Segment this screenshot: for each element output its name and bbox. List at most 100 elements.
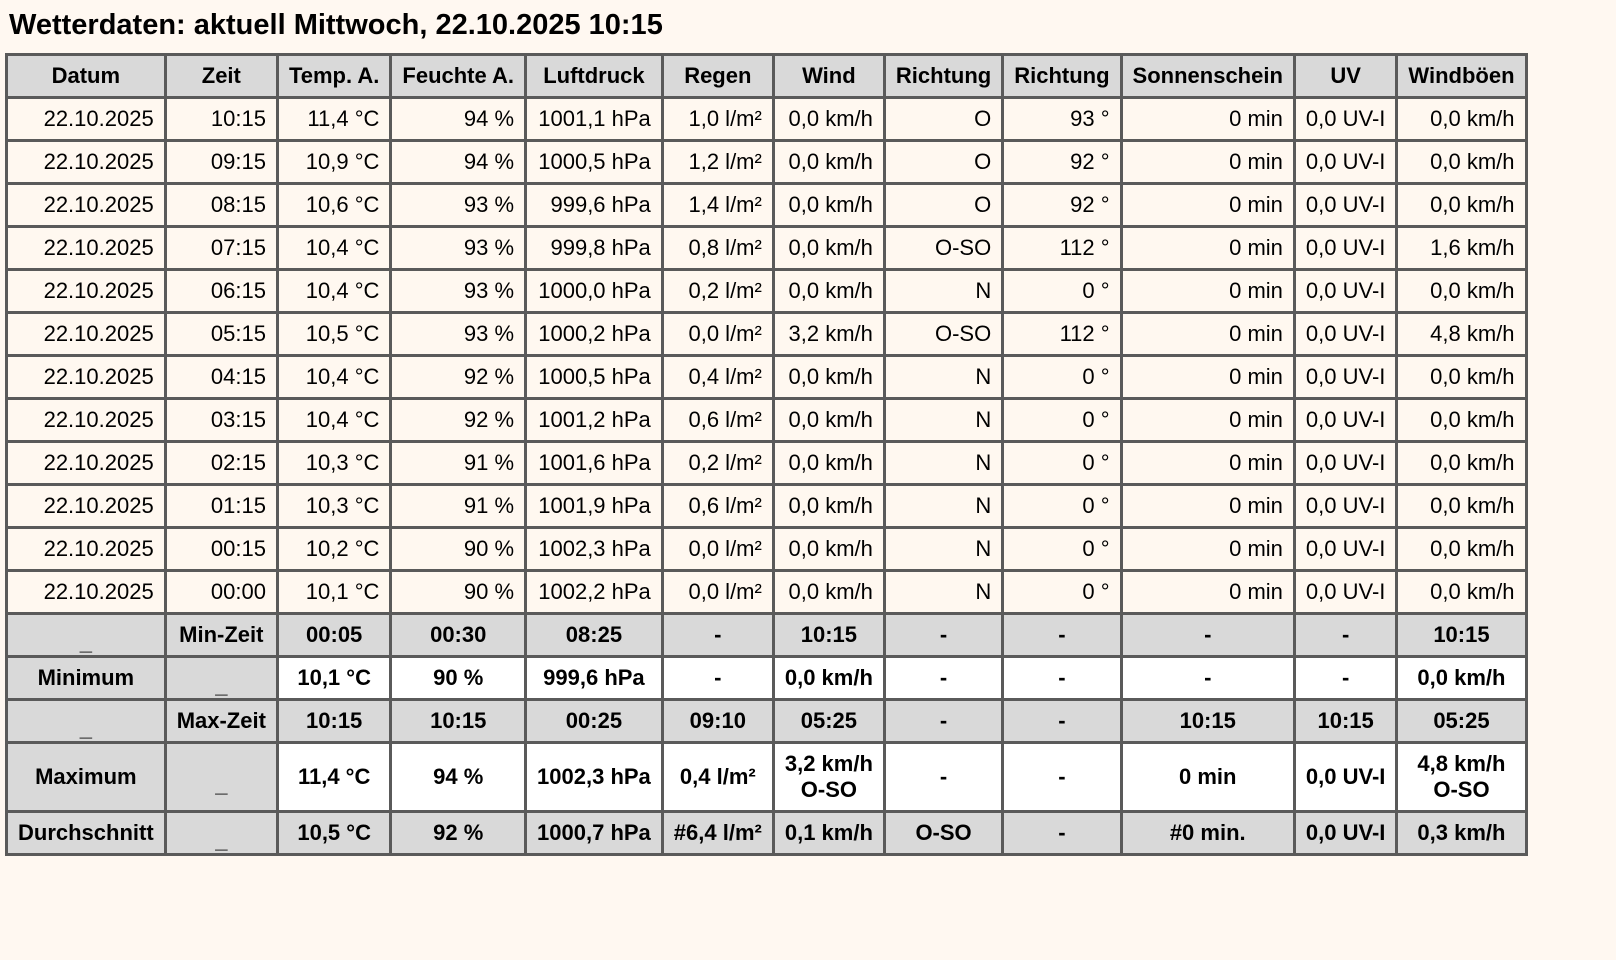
table-cell: O [882,96,1005,142]
table-cell: 1,2 l/m² [660,139,775,185]
summary-cell: Minimum [5,655,167,701]
table-row: 22.10.2025 03:15 10,4 °C 92 % 1001,2 hPa 0,6 … [5,397,1528,443]
table-cell: 0,0 km/h [771,225,886,271]
table-cell: 07:15 [163,225,279,271]
table-cell: 22.10.2025 [5,268,167,314]
table-cell: N [882,397,1005,443]
table-row: 22.10.2025 00:15 10,2 °C 90 % 1002,3 hPa 0,0 … [5,526,1528,572]
table-cell: 4,8 km/h [1395,311,1528,357]
table-cell: 0,0 UV-I [1292,268,1399,314]
table-cell: 02:15 [163,440,279,486]
table-cell: 0,0 km/h [771,268,886,314]
table-cell: 92 % [389,397,528,443]
table-cell: 09:15 [163,139,279,185]
summary-cell: 0,0 km/h [771,655,886,701]
table-cell: O [882,182,1005,228]
table-cell: 90 % [389,526,528,572]
summary-row: Durchschnitt _ 10,5 °C 92 % 1000,7 hPa #6,4 l… [5,810,1528,856]
summary-cell: - [882,655,1005,701]
table-cell: 22.10.2025 [5,354,167,400]
summary-cell: - [882,612,1005,658]
column-header: UV [1292,53,1399,99]
table-cell: 93 % [389,182,528,228]
placeholder-mark: _ [215,772,228,797]
summary-cell: Min-Zeit [163,612,279,658]
table-cell: 0,0 UV-I [1292,182,1399,228]
table-cell: 112 ° [1001,225,1123,271]
summary-cell: 10:15 [389,698,528,744]
table-row: 22.10.2025 08:15 10,6 °C 93 % 999,6 hPa 1,4 l… [5,182,1528,228]
table-cell: 0,0 km/h [771,354,886,400]
table-cell: 0 min [1119,526,1296,572]
column-header: Wind [771,53,886,99]
column-header: Richtung [1001,53,1123,99]
table-cell: 0,0 km/h [771,440,886,486]
summary-cell: 92 % [389,810,528,856]
summary-cell: 1000,7 hPa [524,810,664,856]
summary-cell: 999,6 hPa [524,655,664,701]
table-cell: N [882,354,1005,400]
table-cell: 0,8 l/m² [660,225,775,271]
weather-table: Datum Zeit Temp. A. Feuchte A. Luftdruck Rege… [5,53,1528,856]
table-cell: 90 % [389,569,528,615]
table-cell: 93 ° [1001,96,1123,142]
table-cell: N [882,483,1005,529]
table-cell: 10,4 °C [275,225,393,271]
summary-cell: 10:15 [1119,698,1296,744]
table-cell: 999,6 hPa [524,182,664,228]
summary-cell: Durchschnitt [5,810,167,856]
table-cell: 10,2 °C [275,526,393,572]
table-cell: 0,0 km/h [771,397,886,443]
summary-cell: Max-Zeit [163,698,279,744]
table-cell: 0,0 UV-I [1292,526,1399,572]
table-cell: 0 min [1119,397,1296,443]
table-cell: 0,0 km/h [1395,569,1528,615]
table-cell: 0 min [1119,440,1296,486]
placeholder-mark: _ [215,828,228,853]
table-row: 22.10.2025 00:00 10,1 °C 90 % 1002,2 hPa 0,0 … [5,569,1528,615]
header-row: Datum Zeit Temp. A. Feuchte A. Luftdruck Rege… [5,53,1528,99]
table-cell: 91 % [389,440,528,486]
table-cell: 10,3 °C [275,483,393,529]
table-cell: 999,8 hPa [524,225,664,271]
summary-cell: - [1292,612,1399,658]
table-cell: 10:15 [163,96,279,142]
table-row: 22.10.2025 10:15 11,4 °C 94 % 1001,1 hPa 1,0 … [5,96,1528,142]
page-title: Wetterdaten: aktuell Mittwoch, 22.10.202… [9,9,663,41]
table-cell: 0 ° [1001,483,1123,529]
column-header: Temp. A. [275,53,393,99]
summary-cell: - [1001,612,1123,658]
table-cell: 10,9 °C [275,139,393,185]
column-header: Windböen [1395,53,1528,99]
column-header: Regen [660,53,775,99]
table-cell: 0,0 km/h [771,483,886,529]
summary-row: _ Max-Zeit 10:15 10:15 00:25 09:10 05:25- -10:1… [5,698,1528,744]
table-cell: 22.10.2025 [5,483,167,529]
summary-row: Minimum _ 10,1 °C 90 % 999,6 hPa -0,0 km/h - - -… [5,655,1528,701]
table-cell: 3,2 km/h [771,311,886,357]
table-cell: 92 ° [1001,139,1123,185]
table-cell: 1001,1 hPa [524,96,664,142]
table-cell: 0,0 km/h [1395,139,1528,185]
table-cell: N [882,526,1005,572]
table-cell: 10,4 °C [275,354,393,400]
table-cell: 0,0 l/m² [660,569,775,615]
table-cell: 0,2 l/m² [660,440,775,486]
table-cell: 0 min [1119,311,1296,357]
summary-cell: _ [5,612,167,658]
table-cell: 0,6 l/m² [660,397,775,443]
table-cell: 1001,9 hPa [524,483,664,529]
table-cell: 0 ° [1001,397,1123,443]
summary-cell: - [1119,612,1296,658]
table-cell: O [882,139,1005,185]
table-cell: 0 ° [1001,569,1123,615]
summary-cell: 0 min [1119,741,1296,813]
table-cell: 1002,2 hPa [524,569,664,615]
table-cell: 04:15 [163,354,279,400]
summary-cell: - [1001,698,1123,744]
table-cell: 0 min [1119,569,1296,615]
summary-cell: _ [163,810,279,856]
table-cell: O-SO [882,225,1005,271]
summary-cell: _ [163,741,279,813]
summary-cell: #6,4 l/m² [660,810,775,856]
